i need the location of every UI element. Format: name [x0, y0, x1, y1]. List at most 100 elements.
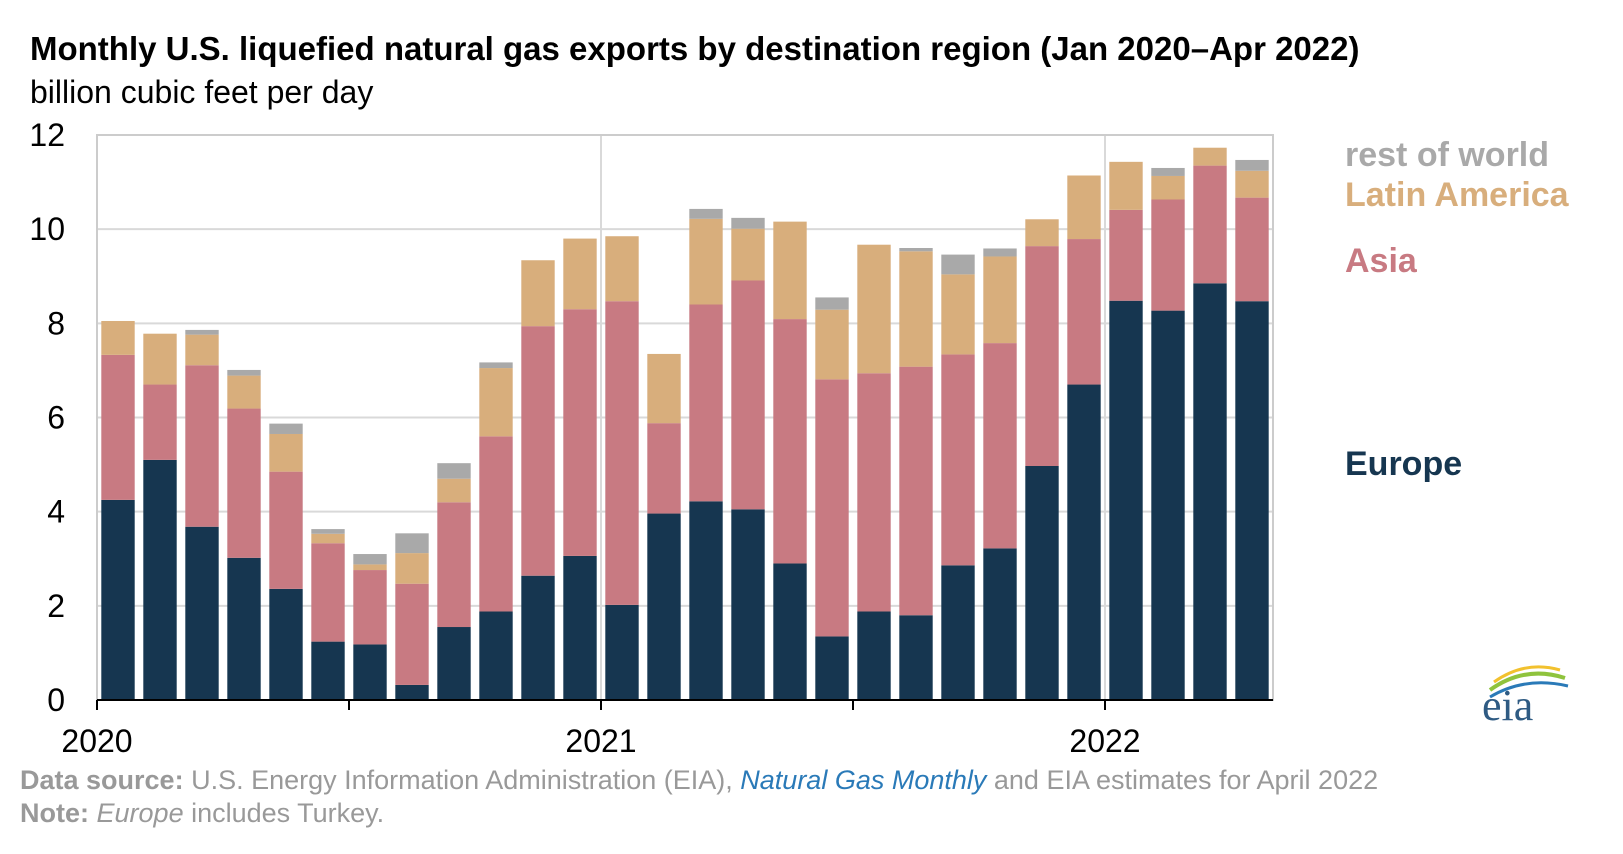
- bar-rest-of-world: [437, 463, 471, 479]
- y-tick-label: 10: [29, 211, 65, 247]
- bar-latin-america: [521, 260, 555, 327]
- bar-asia: [647, 423, 681, 514]
- bar-europe: [773, 563, 807, 700]
- bar-rest-of-world: [1151, 167, 1185, 176]
- bar-rest-of-world: [941, 254, 975, 275]
- bar-rest-of-world: [185, 329, 219, 335]
- bar-asia: [101, 354, 135, 500]
- bar-europe: [731, 509, 765, 700]
- bar-asia: [269, 471, 303, 589]
- y-tick-label: 8: [47, 305, 65, 341]
- legend-europe: Europe: [1345, 445, 1463, 483]
- bar-asia: [689, 304, 723, 502]
- bar-rest-of-world: [269, 423, 303, 434]
- bar-latin-america: [227, 375, 261, 409]
- bar-latin-america: [983, 256, 1017, 344]
- bar-rest-of-world: [815, 297, 849, 310]
- bar-europe: [1025, 465, 1059, 700]
- bar-asia: [1025, 246, 1059, 466]
- bar-latin-america: [899, 251, 933, 367]
- bar-asia: [479, 436, 513, 612]
- bar-latin-america: [857, 244, 891, 374]
- bar-europe: [353, 644, 387, 700]
- bar-asia: [815, 379, 849, 637]
- bar-europe: [689, 501, 723, 700]
- bar-europe: [479, 611, 513, 700]
- eia-logo-swoosh-blue: [1489, 681, 1569, 699]
- y-axis-tick-labels: 0 2 4 6 8 10 12: [29, 117, 65, 718]
- bar-latin-america: [563, 238, 597, 310]
- y-tick-label: 0: [47, 682, 65, 718]
- bar-asia: [857, 373, 891, 612]
- note-label: Note:: [20, 798, 89, 828]
- bar-latin-america: [731, 228, 765, 281]
- bar-rest-of-world: [353, 554, 387, 565]
- bar-latin-america: [1109, 161, 1143, 210]
- bar-asia: [941, 354, 975, 566]
- bar-latin-america: [1235, 170, 1269, 198]
- bar-asia: [1067, 239, 1101, 385]
- bar-rest-of-world: [311, 529, 345, 534]
- natural-gas-monthly-link[interactable]: Natural Gas Monthly: [740, 765, 987, 795]
- bar-asia: [1151, 199, 1185, 311]
- bar-europe: [1193, 283, 1227, 700]
- legend-rest-of-world: rest of world: [1345, 136, 1550, 174]
- bar-asia: [899, 366, 933, 616]
- bar-latin-america: [353, 564, 387, 571]
- bar-asia: [143, 384, 177, 460]
- bar-asia: [983, 343, 1017, 549]
- bar-europe: [269, 588, 303, 700]
- legend-asia: Asia: [1345, 242, 1417, 280]
- bar-latin-america: [437, 478, 471, 503]
- bar-rest-of-world: [983, 248, 1017, 257]
- bar-europe: [101, 499, 135, 700]
- bar-europe: [1235, 301, 1269, 700]
- y-tick-label: 12: [29, 117, 65, 153]
- bar-asia: [395, 583, 429, 685]
- y-tick-label: 4: [47, 494, 65, 530]
- bar-asia: [437, 502, 471, 628]
- footnote: Note: Europe includes Turkey.: [20, 798, 384, 829]
- bar-europe: [1151, 310, 1185, 700]
- data-source-note: Data source: U.S. Energy Information Adm…: [20, 765, 1378, 796]
- bar-asia: [185, 365, 219, 527]
- eia-logo-swoosh-yellow: [1493, 665, 1561, 684]
- bar-latin-america: [269, 433, 303, 472]
- bar-asia: [311, 543, 345, 642]
- bar-latin-america: [605, 236, 639, 302]
- bar-latin-america: [101, 320, 135, 355]
- x-tick-label: 2022: [1069, 723, 1140, 759]
- bar-latin-america: [647, 353, 681, 424]
- bar-asia: [1235, 197, 1269, 302]
- bar-latin-america: [1151, 175, 1185, 200]
- bar-asia: [521, 326, 555, 576]
- bar-latin-america: [689, 218, 723, 305]
- bar-asia: [353, 570, 387, 645]
- bar-latin-america: [479, 368, 513, 437]
- source-text-end: and EIA estimates for April 2022: [986, 765, 1379, 795]
- bar-rest-of-world: [1235, 159, 1269, 171]
- eia-logo: eia: [1482, 665, 1569, 730]
- bar-rest-of-world: [689, 208, 723, 219]
- bar-europe: [563, 555, 597, 700]
- bar-europe: [1067, 384, 1101, 700]
- source-text: U.S. Energy Information Administration (…: [183, 765, 741, 795]
- bar-asia: [563, 309, 597, 556]
- bar-europe: [185, 526, 219, 700]
- chart-subtitle: billion cubic feet per day: [30, 74, 374, 110]
- bar-latin-america: [1025, 219, 1059, 247]
- bar-europe: [395, 684, 429, 700]
- bar-latin-america: [311, 533, 345, 544]
- bar-europe: [605, 604, 639, 700]
- bar-latin-america: [941, 274, 975, 355]
- note-europe: Europe: [96, 798, 184, 828]
- bar-asia: [227, 408, 261, 558]
- bar-asia: [605, 301, 639, 605]
- bar-latin-america: [395, 553, 429, 584]
- bar-rest-of-world: [899, 248, 933, 252]
- chart-title: Monthly U.S. liquefied natural gas expor…: [30, 30, 1360, 67]
- source-label: Data source:: [20, 765, 184, 795]
- bar-latin-america: [815, 309, 849, 380]
- bar-rest-of-world: [395, 533, 429, 554]
